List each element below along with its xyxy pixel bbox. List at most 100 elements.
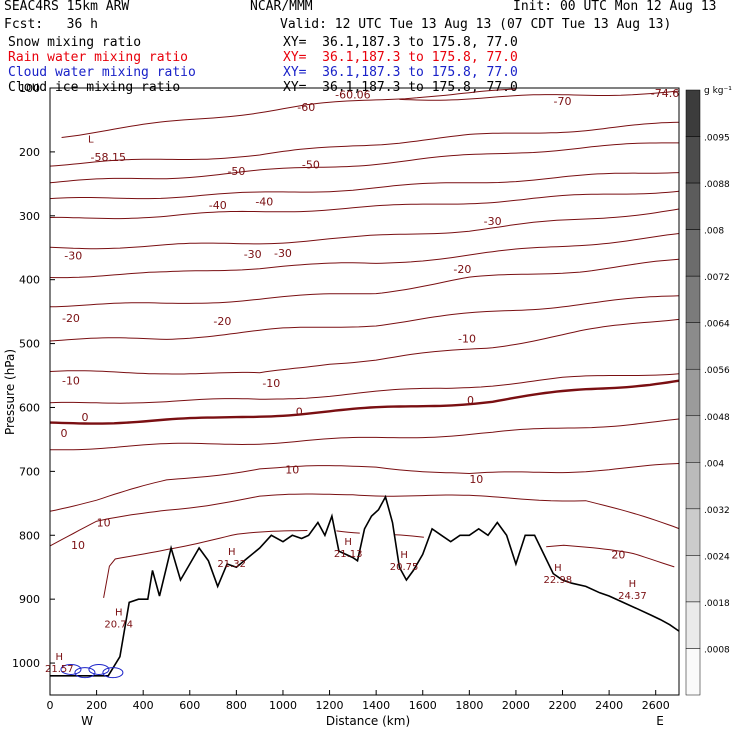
contour-label: -60.06 [335,88,370,101]
contour-label: -40 [209,199,227,212]
terrain-line [50,494,680,677]
extremum-marker: H [56,652,64,663]
isotherm-line [49,418,680,451]
contour-label: -30 [274,247,292,260]
extremum-marker: H [400,550,408,561]
isotherm-line [49,373,680,404]
contour-label: -50 [302,159,320,172]
colorbar-tick-label: .0008 [704,645,730,655]
colorbar-tick-label: .0048 [704,413,730,423]
contour-label: -20 [213,315,231,328]
contour-label: 10 [71,539,85,552]
cloud-water-contour [88,663,110,675]
x-tick-label: 2200 [549,699,577,712]
x-tick-label: 400 [133,699,154,712]
contour-label: -30 [244,248,262,261]
west-label: W [81,714,93,728]
contour-label: 10 [97,516,111,529]
y-tick-label: 500 [19,338,40,351]
x-axis-title: Distance (km) [326,714,410,728]
y-tick-label: 800 [19,529,40,542]
valid-time: Valid: 12 UTC Tue 13 Aug 13 (07 CDT Tue … [280,17,672,32]
model-name: SEAC4RS 15km ARW [4,0,130,14]
isotherm-line [49,295,680,342]
contour-label: -10 [62,375,80,388]
colorbar-swatch [685,136,701,184]
y-tick-label: 900 [19,593,40,606]
colorbar-swatch [685,275,701,323]
x-tick-label: 1400 [362,699,390,712]
east-label: E [656,714,664,728]
extremum-value: 20.75 [390,562,419,573]
contour-label: 0 [467,394,474,407]
colorbar-tick-label: .0032 [704,506,730,516]
isotherm-line [49,463,680,512]
y-tick-label: 300 [19,210,40,223]
contour-label: -70 [554,95,572,108]
colorbar-tick-label: .0088 [704,180,730,190]
colorbar-swatch [685,368,701,417]
extremum-marker: L [88,135,94,146]
colorbar-swatch [685,648,701,696]
colorbar-tick-label: .0095 [704,134,730,144]
x-tick-label: 2000 [502,699,530,712]
contour-label: -10 [262,377,280,390]
x-tick-label: 200 [86,699,107,712]
colorbar-tick-label: .004 [704,459,724,469]
x-tick-label: 1000 [269,699,297,712]
colorbar-tick-label: .008 [704,227,724,237]
colorbar-tick-label: .0056 [704,366,730,376]
contour-label: 0 [296,405,303,418]
y-tick-label: 100 [19,82,40,95]
contour-label: -74.6 [651,87,679,100]
colorbar-tick-label: .0072 [704,273,730,283]
y-tick-label: 600 [19,401,40,414]
y-tick-label: 400 [19,274,40,287]
contour-label: 20 [611,548,625,561]
isotherm-line [49,258,680,308]
extremum-marker: H [228,547,236,558]
isotherm-line [49,142,679,184]
init-time: Init: 00 UTC Mon 12 Aug 13 [513,0,717,14]
contour-label: -20 [62,312,80,325]
forecast-hour: Fcst: 36 h [4,17,98,32]
colorbar-swatch [685,555,701,603]
extremum-marker: H [115,608,123,619]
colorbar-swatch [685,322,701,370]
contour-label: -58.15 [91,151,126,164]
colorbar-swatch [685,508,701,556]
contour-label: 10 [285,463,299,476]
contour-label: -30 [484,215,502,228]
y-tick-label: 200 [19,146,40,159]
colorbar-swatch [685,89,701,137]
isotherm-line [49,208,680,250]
x-tick-label: 800 [226,699,247,712]
isotherm-line [49,121,680,167]
y-tick-label: 1000 [12,657,40,670]
contour-label: 10 [469,473,483,486]
contour-label: -20 [453,263,471,276]
extremum-marker: H [629,579,637,590]
cloud-water-contour [60,663,82,675]
field-label-snow: Snow mixing ratio [8,35,142,50]
extremum-value: 21.32 [217,559,246,570]
isotherm-line [103,530,675,598]
colorbar-swatch [685,229,701,277]
colorbar-unit: g kg⁻¹ [704,86,732,96]
cloud-water-contour [102,667,124,679]
field-label-cloud-water: Cloud water mixing ratio [8,65,196,80]
x-tick-label: 1200 [316,699,344,712]
extremum-value: 24.37 [618,591,647,602]
contour-label: -50 [227,165,245,178]
contour-label: -40 [255,196,273,209]
isotherm-line [49,172,680,200]
extremum-marker: H [344,537,352,548]
extremum-value: 22.98 [544,575,573,586]
colorbar-tick-label: .0064 [704,320,730,330]
y-tick-label: 700 [19,465,40,478]
contour-label: -30 [64,249,82,262]
field-label-rain: Rain water mixing ratio [8,50,189,65]
isotherm-line [49,190,680,220]
organization: NCAR/MMM [250,0,313,14]
